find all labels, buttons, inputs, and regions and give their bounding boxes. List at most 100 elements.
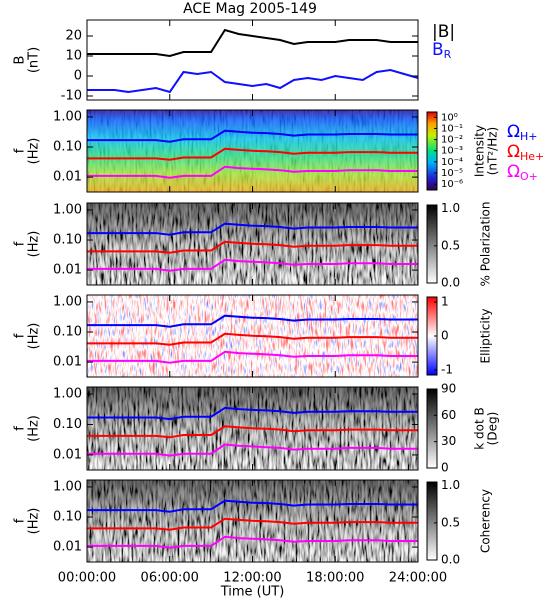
- legend-entry: ΩH+: [507, 122, 538, 143]
- y-axis-unit: (Hz): [27, 508, 42, 535]
- y-tick-label: 0.01: [53, 355, 82, 370]
- series-line: [87, 28, 418, 58]
- y-tick-label: 0: [74, 69, 82, 84]
- colorbar-tick-label: -1: [441, 362, 453, 376]
- y-axis-label: f: [13, 333, 28, 338]
- y-tick-label: 0.10: [53, 233, 82, 248]
- series-line: [87, 517, 418, 531]
- series-line: [87, 406, 418, 421]
- x-tick-label: 12:00:00: [223, 571, 281, 586]
- y-tick-label: 0.10: [53, 417, 82, 432]
- colorbar-tick-label: 10⁻⁵: [441, 168, 463, 179]
- y-tick-label: 1.00: [53, 387, 82, 402]
- series-line: [87, 350, 418, 364]
- colorbar-tick-label: 0.5: [441, 238, 460, 252]
- series-line: [87, 68, 419, 94]
- series-line: [87, 129, 418, 143]
- colorbar-tick-label: 10⁻³: [441, 146, 463, 157]
- y-axis-label: f: [13, 148, 28, 153]
- y-tick-label: 0.10: [53, 325, 82, 340]
- legend-subscript: R: [444, 48, 452, 61]
- x-tick-label: 06:00:00: [141, 571, 199, 586]
- series-line: [87, 535, 418, 549]
- colorbar-unit: (nT²/Hz): [486, 127, 500, 175]
- colorbar-label: Coherency: [479, 489, 493, 553]
- series-line: [87, 425, 418, 439]
- legend-entry: BR: [432, 40, 452, 61]
- series-line: [87, 147, 418, 161]
- legend-entry: ΩHe+: [507, 142, 544, 163]
- y-axis-unit: (Hz): [27, 138, 42, 165]
- y-tick-label: -10: [61, 89, 82, 104]
- colorbar-tick-label: 0.0: [441, 553, 460, 567]
- y-axis-unit: (nT): [27, 47, 42, 73]
- series-line: [87, 258, 418, 272]
- legend-name: Ω: [507, 162, 520, 182]
- y-tick-label: 1.00: [53, 479, 82, 494]
- colorbar-label: Intensity: [473, 125, 487, 177]
- y-tick-label: 0.01: [53, 263, 82, 278]
- y-tick-label: 0.10: [53, 140, 82, 155]
- legend-name: B: [432, 40, 444, 60]
- colorbar-label: % Polarization: [479, 202, 493, 287]
- colorbar-tick-label: 10⁰: [441, 112, 458, 123]
- series-line: [87, 165, 418, 179]
- colorbar-tick-label: 0: [441, 461, 449, 475]
- colorbar-label: k dot B: [473, 407, 487, 449]
- colorbar: [426, 481, 438, 561]
- colorbar-tick-label: 60: [441, 408, 456, 422]
- legend-subscript: H+: [520, 130, 538, 143]
- y-tick-label: 10: [65, 49, 82, 64]
- colorbar-tick-label: 0.0: [441, 276, 460, 290]
- colorbar-unit: (Deg): [486, 412, 500, 446]
- series-line: [87, 443, 418, 457]
- colorbar-tick-label: 30: [441, 434, 456, 448]
- series-line: [87, 314, 418, 328]
- colorbar: [426, 388, 438, 469]
- y-axis-label: f: [13, 518, 28, 523]
- plot-area: [87, 20, 418, 100]
- legend-entry: |B|: [432, 22, 455, 42]
- y-tick-label: 0.01: [53, 540, 82, 555]
- legend-name: Ω: [507, 122, 520, 142]
- x-tick-label: 24:00:00: [389, 571, 447, 586]
- y-tick-label: 20: [65, 29, 82, 44]
- y-axis-unit: (Hz): [27, 415, 42, 442]
- colorbar-label: Ellipticity: [479, 309, 493, 364]
- legend-subscript: He+: [520, 150, 544, 163]
- y-tick-label: 0.10: [53, 510, 82, 525]
- chart-title: ACE Mag 2005-149: [183, 1, 317, 17]
- series-line: [87, 332, 418, 346]
- colorbar-tick-label: 10⁻¹: [441, 123, 463, 134]
- y-tick-label: 0.01: [53, 447, 82, 462]
- y-axis-unit: (Hz): [27, 323, 42, 350]
- y-axis-label: B: [13, 56, 28, 65]
- legend-name: Ω: [507, 142, 520, 162]
- legend-subscript: O+: [520, 170, 538, 183]
- y-axis-label: f: [13, 426, 28, 431]
- legend-name: |B|: [432, 22, 455, 42]
- y-axis-label: f: [13, 241, 28, 246]
- series-line: [87, 222, 418, 236]
- colorbar-tick-label: 1.0: [441, 201, 460, 215]
- colorbar: [426, 204, 438, 284]
- colorbar-tick-label: 10⁻²: [441, 135, 463, 146]
- y-tick-label: 1.00: [53, 294, 82, 309]
- y-axis-unit: (Hz): [27, 231, 42, 258]
- colorbar-tick-label: 1.0: [441, 478, 460, 492]
- x-axis-label: Time (UT): [220, 585, 285, 600]
- legend-entry: ΩO+: [507, 162, 538, 183]
- colorbar-tick-label: 1: [441, 295, 449, 309]
- series-line: [87, 240, 418, 254]
- x-tick-label: 18:00:00: [306, 571, 364, 586]
- colorbar-tick-label: 0.5: [441, 515, 460, 529]
- colorbar-tick-label: 10⁻⁴: [441, 157, 463, 168]
- colorbar-tick-label: 10⁻⁶: [441, 179, 463, 190]
- y-tick-label: 1.00: [53, 202, 82, 217]
- x-tick-label: 00:00:00: [58, 571, 116, 586]
- colorbar-tick-label: 0: [441, 329, 449, 343]
- y-tick-label: 0.01: [53, 170, 82, 185]
- colorbar-tick-label: 90: [441, 382, 456, 396]
- y-tick-label: 1.00: [53, 109, 82, 124]
